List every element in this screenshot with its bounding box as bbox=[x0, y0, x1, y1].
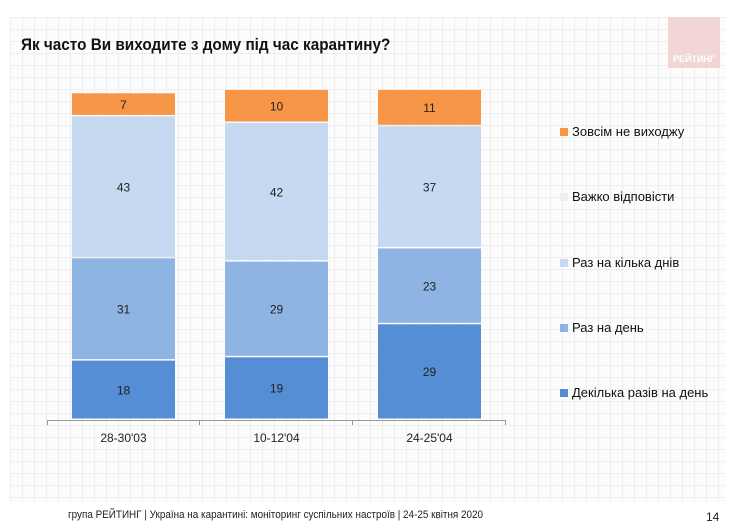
data-label: 31 bbox=[117, 302, 131, 316]
legend-label: Зовсім не виходжу bbox=[572, 124, 685, 139]
data-label: 37 bbox=[423, 180, 437, 194]
legend-label: Раз на кілька днів bbox=[572, 255, 680, 270]
bar-segment bbox=[378, 324, 481, 419]
bar-segment bbox=[378, 126, 481, 247]
bar-segment bbox=[72, 93, 175, 115]
legend-swatch bbox=[560, 258, 568, 267]
bar-segment bbox=[378, 90, 481, 125]
data-label: 18 bbox=[117, 383, 131, 397]
bar-segment bbox=[72, 258, 175, 360]
data-label: 19 bbox=[270, 382, 284, 396]
bar-segment bbox=[225, 123, 328, 261]
legend-swatch bbox=[560, 192, 568, 201]
data-label: 10 bbox=[270, 100, 284, 114]
data-label: 23 bbox=[423, 279, 437, 293]
data-label: 11 bbox=[423, 101, 436, 115]
legend-label: Раз на день bbox=[572, 320, 644, 335]
logo-text: РЕЙТИНГ bbox=[672, 54, 716, 64]
page-number: 14 bbox=[706, 510, 720, 524]
legend-label: Декілька разів на день bbox=[572, 385, 709, 400]
legend-item: Раз на день bbox=[560, 320, 644, 335]
legend-item: Зовсім не виходжу bbox=[560, 124, 684, 139]
data-label: 29 bbox=[270, 302, 284, 316]
bar-segment bbox=[225, 261, 328, 356]
data-label: 43 bbox=[117, 180, 131, 194]
legend-item: Декілька разів на день bbox=[560, 385, 708, 400]
data-label: 7 bbox=[120, 98, 127, 112]
data-label: 29 bbox=[423, 365, 437, 379]
bar-segment bbox=[72, 360, 175, 419]
rating-logo: РЕЙТИНГ bbox=[668, 17, 720, 68]
legend-swatch bbox=[560, 323, 568, 332]
chart-title: Як часто Ви виходите з дому під час кара… bbox=[21, 35, 391, 54]
bar-segment bbox=[72, 116, 175, 257]
x-tick-label: 10-12'04 bbox=[253, 431, 300, 445]
data-label: 42 bbox=[270, 185, 284, 199]
footer: група РЕЙТИНГ | Україна на карантині: мо… bbox=[68, 509, 484, 521]
legend-label: Важко відповісти bbox=[572, 189, 675, 204]
legend-swatch bbox=[560, 127, 568, 136]
bar-segment bbox=[225, 357, 328, 419]
bar-segment bbox=[225, 90, 328, 122]
x-tick-label: 24-25'04 bbox=[406, 431, 453, 445]
legend-swatch bbox=[560, 388, 568, 397]
x-tick-label: 28-30'03 bbox=[100, 431, 147, 445]
legend-item: Важко відповісти bbox=[560, 189, 674, 204]
legend-item: Раз на кілька днів bbox=[560, 255, 679, 270]
bar-segment bbox=[378, 248, 481, 323]
